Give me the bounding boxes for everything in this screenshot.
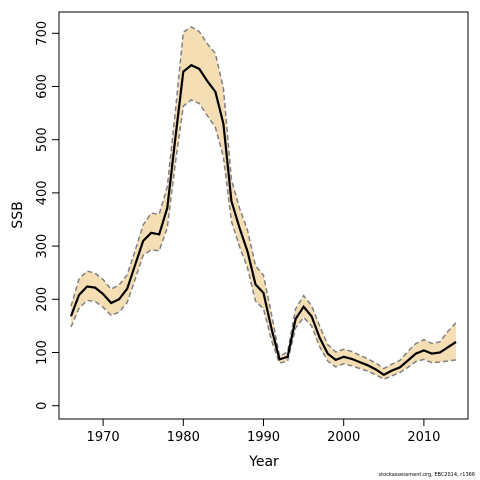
y-tick-label: 200 [35, 287, 50, 312]
estimate-line [69, 63, 457, 377]
x-axis-title: Year [248, 454, 279, 470]
y-tick-label: 0 [35, 402, 50, 410]
y-tick-label: 500 [35, 127, 50, 152]
y-tick-label: 400 [35, 180, 50, 205]
x-tick-label: 1980 [167, 430, 200, 445]
y-tick-label: 300 [35, 234, 50, 259]
y-tick-label: 700 [35, 21, 50, 46]
upper-bound-line [70, 26, 457, 370]
confidence-band [71, 26, 456, 380]
y-tick-label: 100 [35, 340, 50, 365]
x-tick-label: 1970 [87, 430, 120, 445]
y-tick-label: 600 [35, 74, 50, 99]
y-axis-title: SSB [10, 201, 26, 228]
x-tick-label: 2000 [327, 430, 360, 445]
y-axis: 0 100 200 300 400 500 600 700 [35, 21, 59, 410]
x-tick-label: 2010 [407, 430, 440, 445]
footnote: stockassessment.org, EBC2014, r1366 [379, 472, 475, 478]
x-axis: 1970 1980 1990 2000 2010 [87, 419, 440, 445]
x-tick-label: 1990 [247, 430, 280, 445]
lower-bound-line [70, 98, 457, 380]
